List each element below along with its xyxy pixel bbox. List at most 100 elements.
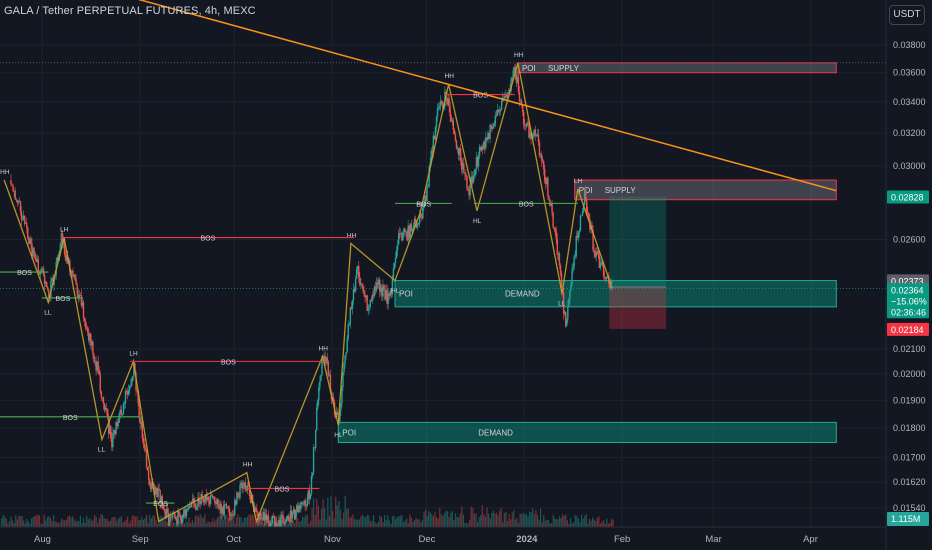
volume-bar (517, 523, 520, 527)
candle-body (393, 262, 396, 269)
volume-bar (355, 519, 357, 527)
candle-body (118, 413, 120, 423)
volume-bar (324, 508, 326, 527)
volume-bar (549, 523, 551, 527)
volume-bar (582, 518, 584, 527)
volume-bar (287, 523, 290, 527)
candle-body (542, 161, 545, 169)
volume-bar (593, 519, 595, 527)
volume-bar (499, 510, 501, 527)
volume-bar (32, 516, 34, 527)
candle-body (380, 287, 382, 292)
volume-bar (48, 515, 50, 527)
volume-bar (218, 515, 220, 527)
candle-body (287, 515, 290, 522)
volume-bar (415, 517, 417, 527)
candle-body (422, 208, 424, 219)
candle-body (217, 499, 219, 506)
candle-body (581, 211, 584, 216)
volume-bar (612, 519, 614, 527)
candle-body (221, 506, 223, 514)
candle-body (461, 160, 463, 170)
volume-bar (303, 517, 305, 527)
candle-body (284, 521, 286, 524)
candle-body (414, 218, 417, 224)
candle-body (577, 233, 580, 238)
volume-bar (171, 517, 173, 527)
volume-tag: 1.115M (887, 512, 929, 526)
volume-bar (295, 515, 297, 527)
volume-bar (146, 514, 148, 527)
candle-body (99, 374, 101, 392)
price-axis-tick: 0.01900 (893, 395, 926, 405)
time-axis-label: Feb (614, 534, 630, 545)
candle-body (462, 163, 464, 170)
volume-bar (109, 520, 111, 527)
volume-bar (29, 523, 31, 527)
volume-bar (242, 521, 244, 527)
swing-label: LH (129, 350, 138, 357)
demand-zone (337, 421, 837, 443)
volume-bar (467, 523, 469, 527)
volume-bar (571, 523, 573, 527)
candle-body (189, 505, 192, 508)
candle-body (219, 503, 221, 509)
candle-body (15, 199, 17, 201)
currency-button[interactable]: USDT (889, 5, 925, 25)
candle-body (133, 363, 135, 376)
volume-bar (125, 519, 127, 527)
candle-body (22, 215, 25, 220)
volume-bar (261, 519, 263, 527)
candle-body (84, 321, 87, 328)
candle-body (447, 98, 449, 105)
candle-body (280, 514, 282, 527)
candle-body (224, 504, 227, 506)
volume-bar (462, 514, 464, 527)
candle-body (77, 293, 79, 299)
candle-body (29, 238, 31, 244)
volume (1, 495, 614, 527)
candle-body (423, 203, 425, 209)
volume-bar (599, 523, 602, 527)
candle-body (212, 495, 214, 498)
candle-body (520, 100, 523, 106)
candle-body (140, 421, 142, 424)
volume-bar (2, 514, 4, 527)
candle-body (410, 223, 412, 232)
bos-label: BOS (275, 486, 290, 493)
candle-body (552, 212, 554, 228)
volume-bar (16, 519, 18, 527)
volume-bar (360, 516, 362, 527)
volume-bar (193, 522, 195, 527)
candle-body (154, 485, 156, 495)
candle-body (230, 514, 233, 516)
volume-bar (503, 513, 505, 527)
candle-body (124, 390, 127, 404)
candle-body (551, 203, 553, 213)
volume-bar (358, 519, 360, 527)
stop-price-tag-text: 0.02184 (891, 325, 924, 335)
volume-bar (309, 520, 312, 527)
candle-body (458, 148, 461, 155)
candle-body (188, 505, 191, 508)
volume-bar (213, 521, 215, 527)
candle-body (539, 154, 542, 156)
candle-body (303, 500, 305, 504)
candle-body (381, 287, 383, 297)
candle-body (139, 417, 141, 424)
price-axis-tick: 0.03000 (893, 161, 926, 171)
candle-body (435, 116, 438, 127)
candle-body (236, 492, 238, 505)
candle-body (314, 429, 317, 449)
volume-bar (23, 520, 25, 527)
volume-bar (322, 499, 324, 527)
candle-body (257, 511, 259, 520)
volume-bar (245, 517, 247, 527)
candle-body (28, 238, 30, 244)
volume-bar (357, 519, 359, 527)
candle-body (210, 495, 213, 497)
current-price-tag-text: 02:36:46 (891, 307, 926, 317)
candle-body (176, 519, 178, 525)
